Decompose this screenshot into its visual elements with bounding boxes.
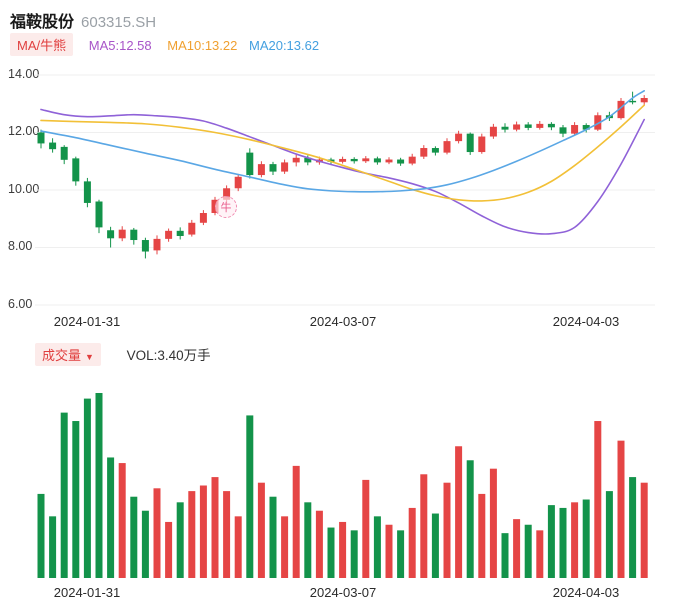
- x-axis-label: 2024-03-07: [309, 585, 377, 600]
- x-axis-label: 2024-03-07: [309, 314, 377, 329]
- volume-chart[interactable]: [0, 378, 686, 588]
- bull-marker-icon: 牛: [215, 196, 237, 218]
- x-axis-label: 2024-01-31: [53, 585, 121, 600]
- volume-legend: 成交量 ▼ VOL:3.40万手: [35, 343, 211, 366]
- stock-code: 603315.SH: [81, 14, 157, 31]
- price-axis-label: 6.00: [8, 297, 33, 311]
- chevron-down-icon: ▼: [85, 352, 94, 362]
- volume-value: VOL:3.40万手: [126, 348, 211, 363]
- x-axis-label: 2024-04-03: [552, 314, 620, 329]
- price-axis-label: 14.00: [8, 67, 40, 81]
- ma-legend: MA/牛熊 MA5:12.58 MA10:13.22 MA20:13.62: [10, 33, 319, 56]
- bull-marker-label: 牛: [220, 202, 232, 214]
- header: 福鞍股份 603315.SH: [10, 8, 156, 32]
- price-axis-label: 12.00: [8, 124, 40, 138]
- volume-type-dropdown[interactable]: 成交量 ▼: [35, 343, 101, 366]
- x-axis-label: 2024-04-03: [552, 585, 620, 600]
- volume-badge-label: 成交量: [42, 348, 82, 363]
- price-axis-label: 10.00: [8, 182, 40, 196]
- ma-indicator-badge[interactable]: MA/牛熊: [10, 33, 74, 56]
- ma5-value: MA5:12.58: [88, 38, 152, 53]
- ma10-value: MA10:13.22: [167, 38, 238, 53]
- price-axis-label: 8.00: [8, 239, 33, 253]
- x-axis-label: 2024-01-31: [53, 314, 121, 329]
- price-chart[interactable]: [0, 62, 686, 312]
- ma20-value: MA20:13.62: [248, 38, 320, 53]
- stock-name: 福鞍股份: [10, 14, 75, 31]
